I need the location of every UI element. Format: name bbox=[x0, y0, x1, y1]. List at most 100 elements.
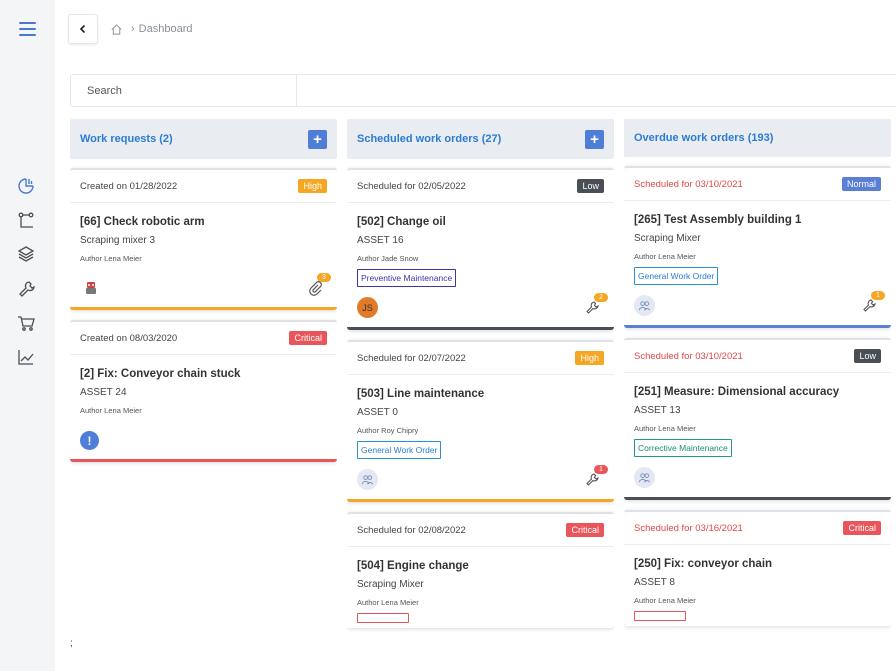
card-title: [251] Measure: Dimensional accuracy bbox=[634, 386, 840, 398]
robot-avatar-icon bbox=[80, 277, 101, 298]
card-date: Scheduled for 03/10/2021 bbox=[634, 178, 743, 190]
menu-icon[interactable] bbox=[19, 22, 36, 36]
card-author: Author Jade Snow bbox=[357, 254, 419, 263]
alert-icon: ! bbox=[80, 431, 99, 450]
card-author: Author Roy Chipry bbox=[357, 426, 419, 435]
column-header: Work requests (2) + bbox=[70, 119, 337, 159]
add-work-order-button[interactable]: + bbox=[585, 129, 604, 149]
card-author: Author Lena Meier bbox=[80, 406, 142, 415]
column-overdue-work-orders: Overdue work orders (193) Scheduled for … bbox=[624, 119, 891, 639]
layers-icon[interactable] bbox=[16, 244, 36, 264]
avatar: JS bbox=[357, 297, 378, 318]
card-date: Scheduled for 03/16/2021 bbox=[634, 522, 743, 534]
search-input[interactable]: Search bbox=[71, 75, 297, 106]
card-title: [265] Test Assembly building 1 bbox=[634, 214, 802, 226]
work-card[interactable]: Created on 08/03/2020 Critical [2] Fix: … bbox=[70, 320, 337, 462]
card-author: Author Lena Meier bbox=[634, 252, 696, 261]
card-author: Author Lena Meier bbox=[634, 424, 696, 433]
back-button[interactable] bbox=[68, 14, 98, 44]
card-asset: ASSET 24 bbox=[80, 387, 127, 398]
priority-strip bbox=[70, 459, 337, 462]
priority-badge: Critical bbox=[843, 521, 881, 535]
category-tag: General Work Order bbox=[634, 267, 719, 285]
card-asset: Scraping Mixer bbox=[634, 233, 701, 244]
home-icon[interactable] bbox=[110, 23, 123, 36]
paperclip-icon[interactable] bbox=[307, 280, 323, 296]
work-card[interactable]: Scheduled for 02/05/2022 Low [502] Chang… bbox=[347, 168, 614, 330]
dashboard-chart-icon[interactable] bbox=[16, 176, 36, 196]
category-tag bbox=[357, 613, 409, 623]
priority-strip bbox=[624, 325, 891, 328]
card-author: Author Lena Meier bbox=[80, 254, 142, 263]
card-date: Scheduled for 02/05/2022 bbox=[357, 180, 466, 192]
card-title: [66] Check robotic arm bbox=[80, 216, 205, 228]
category-tag: Preventive Maintenance bbox=[357, 269, 457, 287]
priority-strip bbox=[70, 307, 337, 310]
wrench-icon[interactable] bbox=[16, 279, 36, 299]
priority-badge: Low bbox=[854, 349, 881, 363]
task-count-badge: 1 bbox=[594, 465, 608, 474]
top-bar: › Dashboard bbox=[68, 14, 193, 44]
column-header: Scheduled work orders (27) + bbox=[347, 119, 614, 159]
work-card[interactable]: Scheduled for 03/16/2021 Critical [250] … bbox=[624, 510, 891, 626]
work-card[interactable]: Scheduled for 02/07/2022 High [503] Line… bbox=[347, 340, 614, 502]
add-work-request-button[interactable]: + bbox=[308, 129, 327, 149]
category-tag bbox=[634, 611, 686, 621]
search-bar[interactable]: Search bbox=[70, 74, 896, 107]
card-title: [502] Change oil bbox=[357, 216, 446, 228]
category-tag: Corrective Maintenance bbox=[634, 439, 732, 457]
priority-badge: High bbox=[575, 351, 604, 365]
footnote: ; bbox=[70, 638, 73, 649]
priority-strip bbox=[347, 499, 614, 502]
work-card[interactable]: Scheduled for 02/08/2022 Critical [504] … bbox=[347, 512, 614, 628]
priority-badge: Low bbox=[577, 179, 604, 193]
card-author: Author Lena Meier bbox=[357, 598, 419, 607]
priority-badge: High bbox=[298, 179, 327, 193]
group-icon bbox=[634, 295, 655, 316]
wrench-icon[interactable] bbox=[584, 472, 600, 488]
card-date: Created on 08/03/2020 bbox=[80, 332, 178, 344]
task-count-badge: 1 bbox=[871, 291, 885, 300]
breadcrumb-separator: › bbox=[131, 23, 135, 35]
column-title: Work requests (2) bbox=[80, 133, 173, 145]
category-tag: General Work Order bbox=[357, 441, 442, 459]
priority-badge: Normal bbox=[841, 177, 881, 191]
attachment-count-badge: 3 bbox=[317, 273, 331, 282]
sidebar bbox=[0, 0, 55, 671]
column-title: Scheduled work orders (27) bbox=[357, 133, 502, 145]
card-date: Scheduled for 02/07/2022 bbox=[357, 352, 466, 364]
card-asset: Scraping Mixer bbox=[357, 579, 424, 590]
card-author: Author Lena Meier bbox=[634, 596, 696, 605]
column-title: Overdue work orders (193) bbox=[634, 132, 774, 144]
column-work-requests: Work requests (2) + Created on 01/28/202… bbox=[70, 119, 337, 639]
priority-badge: Critical bbox=[289, 331, 327, 345]
card-asset: ASSET 8 bbox=[634, 577, 675, 588]
group-icon bbox=[634, 467, 655, 488]
card-asset: ASSET 16 bbox=[357, 235, 404, 246]
priority-strip bbox=[347, 327, 614, 330]
card-date: Created on 01/28/2022 bbox=[80, 180, 178, 192]
priority-strip bbox=[624, 497, 891, 500]
cart-icon[interactable] bbox=[16, 313, 36, 333]
breadcrumb-current[interactable]: Dashboard bbox=[138, 23, 193, 35]
wrench-icon[interactable] bbox=[861, 298, 877, 314]
card-asset: ASSET 13 bbox=[634, 405, 681, 416]
analytics-icon[interactable] bbox=[16, 347, 36, 367]
work-card[interactable]: Scheduled for 03/10/2021 Low [251] Measu… bbox=[624, 338, 891, 500]
priority-badge: Critical bbox=[566, 523, 604, 537]
card-title: [503] Line maintenance bbox=[357, 388, 485, 400]
card-asset: ASSET 0 bbox=[357, 407, 398, 418]
work-card[interactable]: Created on 01/28/2022 High [66] Check ro… bbox=[70, 168, 337, 310]
breadcrumb: › Dashboard bbox=[110, 23, 193, 36]
card-title: [250] Fix: conveyor chain bbox=[634, 558, 773, 570]
card-date: Scheduled for 02/08/2022 bbox=[357, 524, 466, 536]
column-scheduled-work-orders: Scheduled work orders (27) + Scheduled f… bbox=[347, 119, 614, 639]
card-title: [504] Engine change bbox=[357, 560, 469, 572]
wrench-icon[interactable] bbox=[584, 300, 600, 316]
card-date: Scheduled for 03/10/2021 bbox=[634, 350, 743, 362]
task-count-badge: 2 bbox=[594, 293, 608, 302]
card-asset: Scraping mixer 3 bbox=[80, 235, 156, 246]
column-header: Overdue work orders (193) bbox=[624, 119, 891, 157]
work-card[interactable]: Scheduled for 03/10/2021 Normal [265] Te… bbox=[624, 166, 891, 328]
workflow-icon[interactable] bbox=[16, 210, 36, 230]
